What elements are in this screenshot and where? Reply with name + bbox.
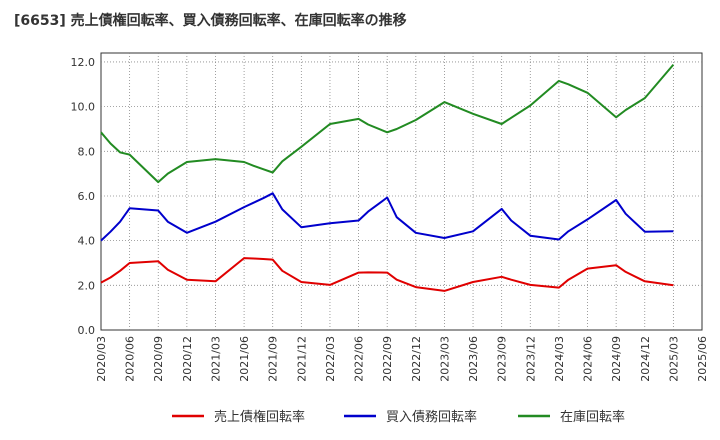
x-tick-label: 2023/06 — [467, 336, 480, 382]
x-tick-label: 2020/09 — [152, 336, 165, 382]
x-tick-label: 2020/03 — [95, 336, 108, 382]
y-tick-label: 4.0 — [78, 235, 96, 248]
x-tick-label: 2021/06 — [238, 336, 251, 382]
x-tick-label: 2024/09 — [610, 336, 623, 382]
x-tick-label: 2023/09 — [496, 336, 509, 382]
y-tick-label: 10.0 — [71, 101, 96, 114]
x-tick-label: 2022/12 — [410, 336, 423, 382]
y-tick-label: 0.0 — [78, 324, 96, 337]
x-tick-label: 2022/06 — [353, 336, 366, 382]
y-tick-label: 2.0 — [78, 279, 96, 292]
legend-label-1: 売上債権回転率 — [214, 409, 305, 425]
x-tick-label: 2023/03 — [438, 336, 451, 382]
y-tick-label: 8.0 — [78, 145, 96, 158]
x-tick-label: 2024/03 — [553, 336, 566, 382]
x-tick-label: 2021/12 — [295, 336, 308, 382]
chart-title: [6653] 売上債権回転率、買入債務回転率、在庫回転率の推移 — [14, 13, 407, 29]
x-tick-label: 2025/03 — [667, 336, 680, 382]
x-tick-label: 2022/09 — [381, 336, 394, 382]
x-tick-label: 2022/03 — [324, 336, 337, 382]
series-line-1 — [100, 257, 674, 292]
y-tick-label: 12.0 — [71, 56, 96, 69]
x-tick-label: 2025/06 — [696, 336, 709, 382]
y-tick-label: 6.0 — [78, 190, 96, 203]
plot-area — [100, 52, 703, 331]
x-tick-label: 2024/12 — [639, 336, 652, 382]
series-line-3 — [100, 63, 675, 184]
x-tick-label: 2020/12 — [181, 336, 194, 382]
x-tick-label: 2023/12 — [524, 336, 537, 382]
x-tick-label: 2020/06 — [124, 336, 137, 382]
x-tick-label: 2021/03 — [209, 336, 222, 382]
x-tick-label: 2024/06 — [582, 336, 595, 382]
legend-label-3: 在庫回転率 — [560, 409, 625, 425]
series-line-2 — [100, 192, 674, 242]
x-tick-label: 2021/09 — [267, 336, 280, 382]
legend-label-2: 買入債務回転率 — [386, 409, 477, 425]
